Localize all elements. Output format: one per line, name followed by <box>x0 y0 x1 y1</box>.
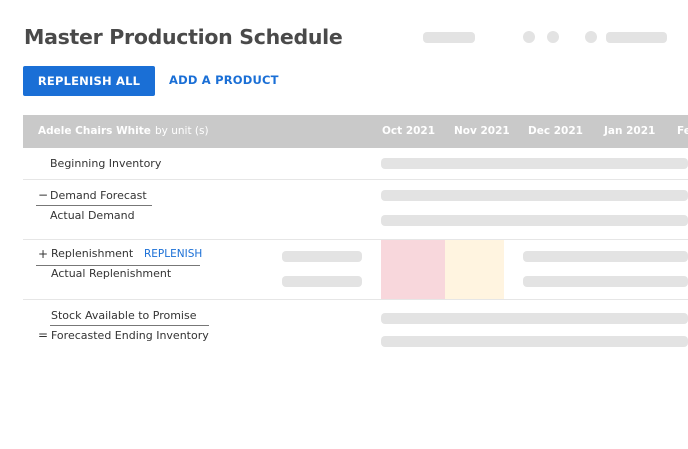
cell-placeholder <box>381 158 688 169</box>
table-header: Adele Chairs White by unit (s) Oct 2021 … <box>23 115 688 148</box>
row-divider <box>23 299 688 300</box>
late-cell-highlight[interactable] <box>381 240 445 299</box>
header-dot-icon <box>523 31 535 43</box>
cell-placeholder <box>381 313 688 324</box>
row-label-stock-available: Stock Available to Promise <box>51 309 197 322</box>
row-underline <box>50 325 209 326</box>
row-divider <box>23 179 688 180</box>
cell-placeholder <box>282 251 362 262</box>
row-divider <box>23 239 688 240</box>
month-header: Oct 2021 <box>382 125 436 137</box>
row-label-actual-replenishment: Actual Replenishment <box>51 267 172 280</box>
row-label-beginning-inventory: Beginning Inventory <box>50 157 162 170</box>
row-label-demand-forecast[interactable]: Demand Forecast <box>50 189 147 202</box>
row-label-forecasted-ending: Forecasted Ending Inventory <box>51 329 209 342</box>
row-underline <box>36 205 152 206</box>
header-placeholder <box>423 32 475 43</box>
cell-placeholder <box>523 276 688 287</box>
warning-cell-highlight[interactable] <box>445 240 504 299</box>
minus-operator: − <box>38 188 49 202</box>
cell-placeholder <box>282 276 362 287</box>
row-label-actual-demand: Actual Demand <box>50 209 135 222</box>
unit-label: by unit (s) <box>155 125 209 137</box>
month-header: Dec 2021 <box>528 125 583 137</box>
replenish-link[interactable]: REPLENISH <box>144 248 203 260</box>
replenish-all-button[interactable]: REPLENISH ALL <box>23 66 155 96</box>
month-header: Nov 2021 <box>454 125 510 137</box>
header-placeholder <box>606 32 667 43</box>
header-dot-icon <box>585 31 597 43</box>
plus-operator: + <box>38 247 49 261</box>
cell-placeholder <box>523 251 688 262</box>
add-product-link[interactable]: ADD A PRODUCT <box>169 73 279 87</box>
cell-placeholder <box>381 190 688 201</box>
header-dot-icon <box>547 31 559 43</box>
row-underline <box>36 265 200 266</box>
cell-placeholder <box>381 336 688 347</box>
row-label-replenishment[interactable]: Replenishment <box>51 247 134 260</box>
cell-placeholder <box>381 215 688 226</box>
month-header: Jan 2021 <box>604 125 656 137</box>
month-header: Fe <box>677 125 688 137</box>
page-title: Master Production Schedule <box>24 25 343 49</box>
product-name: Adele Chairs White <box>38 125 151 137</box>
equals-operator: = <box>38 328 49 342</box>
